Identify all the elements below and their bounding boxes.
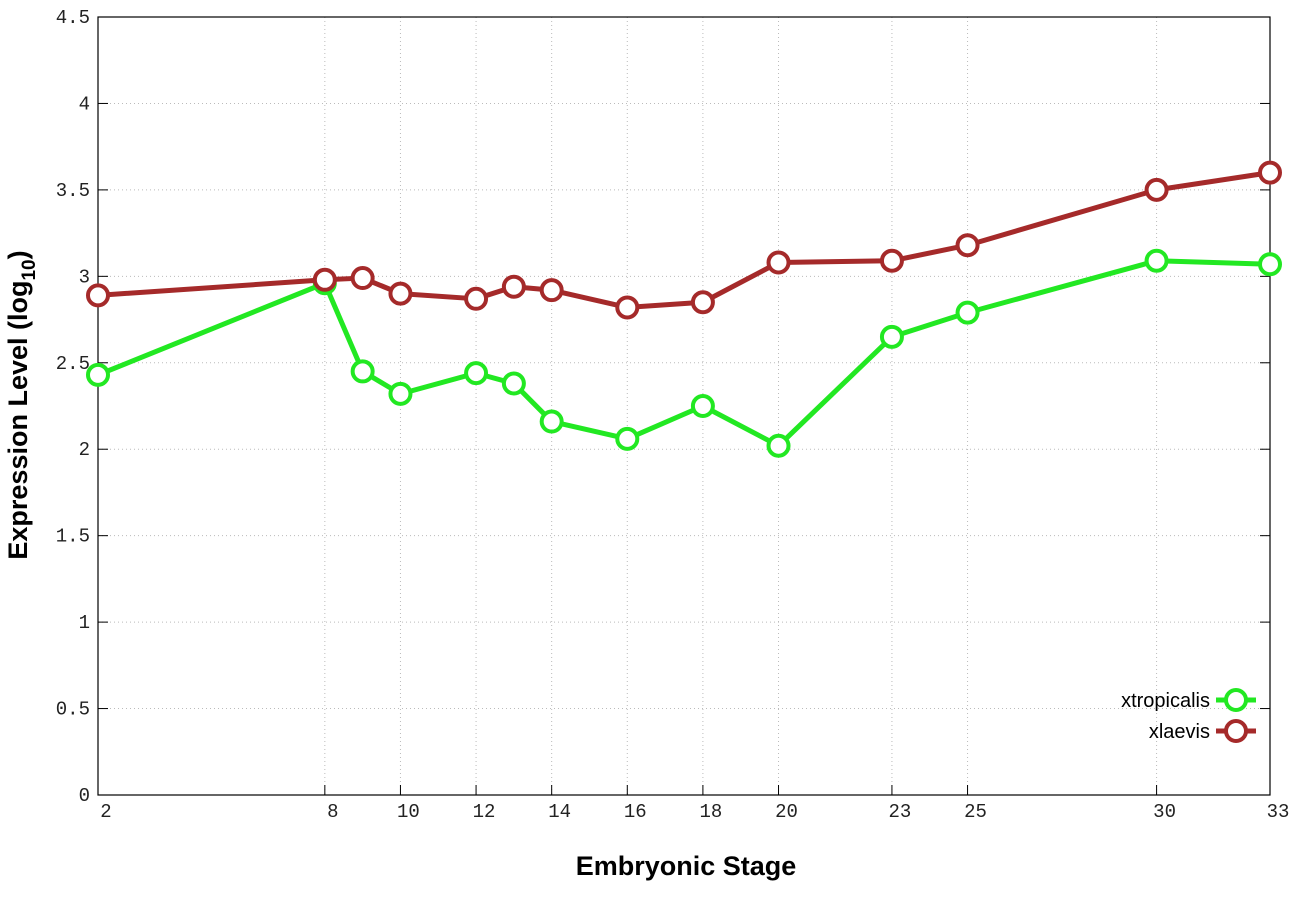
y-tick-label: 3.5 [56, 180, 90, 202]
y-tick-label: 4.5 [56, 7, 90, 29]
y-tick-label: 1 [79, 612, 90, 634]
x-tick-label: 16 [624, 801, 647, 823]
data-point [1144, 177, 1169, 202]
y-tick-label: 0 [79, 785, 90, 807]
legend-label: xtropicalis [1121, 690, 1210, 712]
y-label-sub: 10 [19, 259, 40, 280]
data-point [86, 362, 110, 387]
data-point [539, 278, 564, 303]
data-point [501, 371, 526, 396]
x-tick-label: 23 [889, 801, 912, 823]
x-tick-label: 18 [699, 801, 722, 823]
data-point [615, 426, 640, 451]
x-tick-label: 8 [327, 801, 338, 823]
x-axis-label: Embryonic Stage [576, 851, 797, 881]
data-point [1258, 252, 1282, 277]
data-point [350, 266, 375, 291]
data-point [501, 274, 526, 299]
data-point [766, 250, 791, 275]
x-tick-label: 30 [1153, 801, 1176, 823]
data-point [312, 267, 337, 292]
data-point [388, 381, 413, 406]
x-tick-label: 10 [397, 801, 420, 823]
x-tick-label: 33 [1267, 801, 1290, 823]
data-point [1258, 160, 1282, 185]
y-tick-label: 2.5 [56, 353, 90, 375]
data-point [955, 300, 980, 325]
y-label-text: Expression Level (log [3, 281, 33, 560]
data-point [464, 361, 489, 386]
data-point [350, 359, 375, 384]
legend-marker [1224, 719, 1248, 743]
x-tick-label: 25 [964, 801, 987, 823]
series-line [97, 170, 1271, 310]
y-tick-label: 3 [79, 266, 90, 288]
data-point [766, 433, 791, 458]
y-tick-label: 4 [79, 93, 90, 115]
x-tick-label: 14 [548, 801, 571, 823]
x-tick-label: 2 [100, 801, 111, 823]
y-tick-label: 0.5 [56, 699, 90, 721]
series-line [97, 258, 1271, 449]
data-point [879, 248, 904, 273]
legend-marker [1224, 688, 1248, 712]
data-point [86, 283, 110, 308]
data-point [690, 290, 715, 315]
data-point [464, 286, 489, 311]
data-point [1144, 248, 1169, 273]
data-point [879, 324, 904, 349]
data-point [539, 409, 564, 434]
plot-border [97, 16, 1271, 796]
data-point [955, 233, 980, 258]
y-tick-label: 1.5 [56, 526, 90, 548]
y-axis-label: Expression Level (log10) [3, 250, 40, 559]
data-point [388, 281, 413, 306]
legend-label: xlaevis [1149, 721, 1210, 743]
y-tick-label: 2 [79, 439, 90, 461]
data-point [690, 394, 715, 418]
data-point [615, 295, 640, 320]
x-tick-label: 12 [473, 801, 496, 823]
x-tick-label: 20 [775, 801, 798, 823]
y-label-close: ) [3, 250, 33, 259]
